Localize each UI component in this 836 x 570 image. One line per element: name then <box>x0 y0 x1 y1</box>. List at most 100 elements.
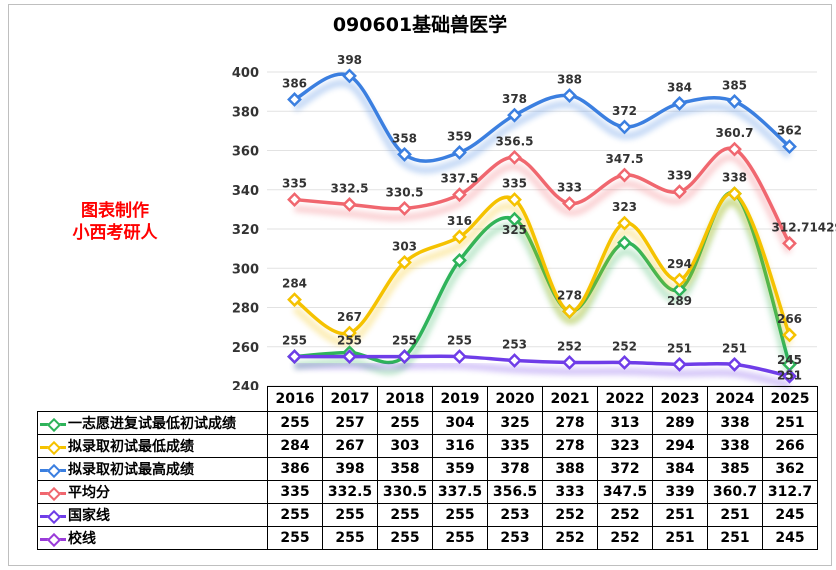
data-label: 356.5 <box>496 134 534 148</box>
series-2-point-2023 <box>672 95 687 111</box>
data-label: 284 <box>282 277 307 291</box>
data-label: 338 <box>722 171 747 185</box>
legend-key-icon <box>40 533 66 545</box>
data-label: 385 <box>722 78 747 92</box>
series-4-point-2021 <box>562 355 577 370</box>
table-cell: 312.7 <box>762 480 818 504</box>
series-shadow-4 <box>294 361 791 389</box>
data-label: 372 <box>612 104 637 118</box>
legend-label: 国家线 <box>68 508 110 524</box>
data-label: 253 <box>502 337 527 351</box>
series-2-point-2019 <box>452 145 467 160</box>
data-label: 255 <box>392 334 417 348</box>
series-line-2 <box>293 72 791 163</box>
table-cell: 360.7 <box>707 480 763 504</box>
table-cell: 251 <box>707 503 763 527</box>
series-2-point-2020 <box>507 107 522 123</box>
table-cell: 252 <box>542 503 598 527</box>
table-cell: 278 <box>542 411 598 435</box>
series-3-point-2019 <box>452 187 467 203</box>
table-cell: 339 <box>652 480 708 504</box>
data-label: 303 <box>392 239 417 253</box>
series-1-point-2016 <box>287 292 302 308</box>
table-row: 平均分 335 332.5 330.5 337.5 356.5 333 347.5 339 360… <box>37 480 818 504</box>
data-label: 251 <box>722 341 747 355</box>
table-cell: 255 <box>322 526 378 550</box>
table-cell: 266 <box>762 434 818 458</box>
data-label: 294 <box>667 257 692 271</box>
legend-label: 校线 <box>68 531 96 547</box>
y-tick-label: 340 <box>232 184 259 199</box>
legend-entry: 平均分 <box>37 480 268 504</box>
table-cell: 255 <box>267 411 323 435</box>
data-label: 359 <box>447 129 472 143</box>
table-cell: 255 <box>432 526 488 550</box>
x-tick-label: 2023 <box>652 386 708 412</box>
legend-entry: 一志愿进复试最低初试成绩 <box>37 411 268 435</box>
data-label: 278 <box>557 288 582 302</box>
data-label: 330.5 <box>386 185 424 199</box>
series-4-point-2019 <box>452 349 467 364</box>
series-3-point-2016 <box>287 192 302 207</box>
series-3-point-2017 <box>342 197 357 212</box>
x-tick-label: 2017 <box>322 386 378 412</box>
y-tick-label: 260 <box>232 341 259 356</box>
series-shadow-3 <box>294 153 793 255</box>
chart-title: 090601基础兽医学 <box>332 14 508 36</box>
x-tick-label: 2020 <box>487 386 543 412</box>
y-tick-label: 380 <box>232 105 259 120</box>
series-1-point-2022 <box>617 215 632 231</box>
series-1-point-2025 <box>782 327 797 343</box>
series-1-point-2024 <box>727 186 742 202</box>
table-cell: 251 <box>762 411 818 435</box>
series-line-4 <box>294 354 790 378</box>
x-tick-label: 2025 <box>762 386 818 412</box>
series-3-point-2020 <box>507 149 522 165</box>
table-row: 一志愿进复试最低初试成绩 255 257 255 304 325 278 313 289 338 2… <box>37 411 818 435</box>
y-tick-label: 300 <box>232 262 259 277</box>
series-2-point-2016 <box>287 92 302 107</box>
chart-frame <box>8 4 832 566</box>
data-label: 335 <box>502 177 527 191</box>
table-cell: 284 <box>267 434 323 458</box>
x-tick-label: 2019 <box>432 386 488 412</box>
y-tick-label: 240 <box>232 380 259 390</box>
table-cell: 333 <box>542 480 598 504</box>
legend-entry: 国家线 <box>37 503 268 527</box>
series-4-point-2020 <box>507 353 522 368</box>
legend-label: 拟录取初试最低成绩 <box>68 439 194 455</box>
table-cell: 303 <box>377 434 433 458</box>
table-cell: 332.5 <box>322 480 378 504</box>
data-label: 255 <box>282 334 307 348</box>
table-row: 国家线 255 255 255 255 253 252 252 251 251 245 <box>37 503 818 527</box>
series-3-point-2021 <box>562 196 577 211</box>
series-0-point-2019 <box>452 252 467 268</box>
series-3-point-2018 <box>397 200 412 216</box>
series-4-point-2023 <box>672 356 687 372</box>
data-label: 360.7 <box>716 126 754 140</box>
legend-key-icon <box>40 510 66 522</box>
data-label: 384 <box>667 80 692 94</box>
data-label: 255 <box>337 334 362 348</box>
series-shadow-1 <box>292 198 793 347</box>
data-label: 289 <box>667 294 692 308</box>
table-cell: 251 <box>652 503 708 527</box>
maker-line-2: 小西考研人 <box>72 223 158 243</box>
y-tick-label: 360 <box>232 145 259 160</box>
table-cell: 386 <box>267 457 323 481</box>
data-table: 2016 2017 2018 2019 2020 2021 2022 2023 2024 2025… <box>37 386 818 550</box>
series-4-point-2018 <box>397 349 412 364</box>
legend-entry: 校线 <box>37 526 268 550</box>
table-cell: 255 <box>377 526 433 550</box>
table-cell: 278 <box>542 434 598 458</box>
data-label: 323 <box>612 200 637 214</box>
x-tick-label: 2024 <box>707 386 763 412</box>
table-cell: 289 <box>652 411 708 435</box>
table-cell: 325 <box>487 411 543 435</box>
series-4-point-2025 <box>782 368 797 384</box>
table-cell: 335 <box>487 434 543 458</box>
legend-key-icon <box>40 464 66 476</box>
table-cell: 252 <box>597 526 653 550</box>
table-cell: 255 <box>322 503 378 527</box>
series-2-point-2024 <box>727 94 742 109</box>
